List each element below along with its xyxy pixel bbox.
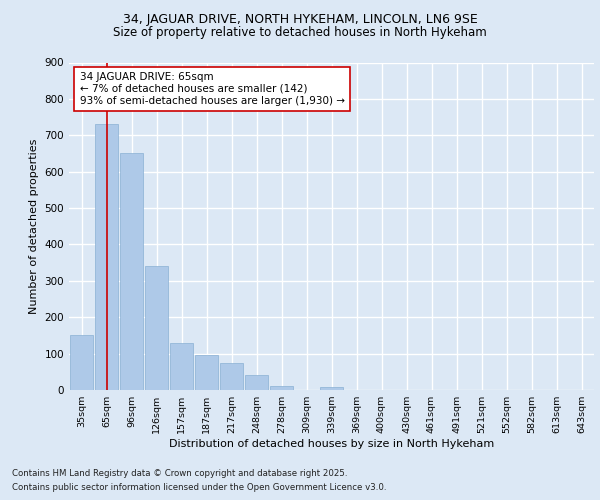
Bar <box>245 376 268 390</box>
Bar <box>145 266 168 390</box>
Text: Contains public sector information licensed under the Open Government Licence v3: Contains public sector information licen… <box>12 484 386 492</box>
Bar <box>170 342 193 390</box>
Text: Size of property relative to detached houses in North Hykeham: Size of property relative to detached ho… <box>113 26 487 39</box>
Bar <box>220 362 243 390</box>
Y-axis label: Number of detached properties: Number of detached properties <box>29 138 39 314</box>
Bar <box>270 386 293 390</box>
Bar <box>320 388 343 390</box>
Text: 34, JAGUAR DRIVE, NORTH HYKEHAM, LINCOLN, LN6 9SE: 34, JAGUAR DRIVE, NORTH HYKEHAM, LINCOLN… <box>122 12 478 26</box>
Bar <box>70 336 93 390</box>
Bar <box>120 154 143 390</box>
Text: 34 JAGUAR DRIVE: 65sqm
← 7% of detached houses are smaller (142)
93% of semi-det: 34 JAGUAR DRIVE: 65sqm ← 7% of detached … <box>79 72 344 106</box>
Text: Contains HM Land Registry data © Crown copyright and database right 2025.: Contains HM Land Registry data © Crown c… <box>12 468 347 477</box>
Bar <box>95 124 118 390</box>
Bar <box>195 356 218 390</box>
X-axis label: Distribution of detached houses by size in North Hykeham: Distribution of detached houses by size … <box>169 439 494 449</box>
